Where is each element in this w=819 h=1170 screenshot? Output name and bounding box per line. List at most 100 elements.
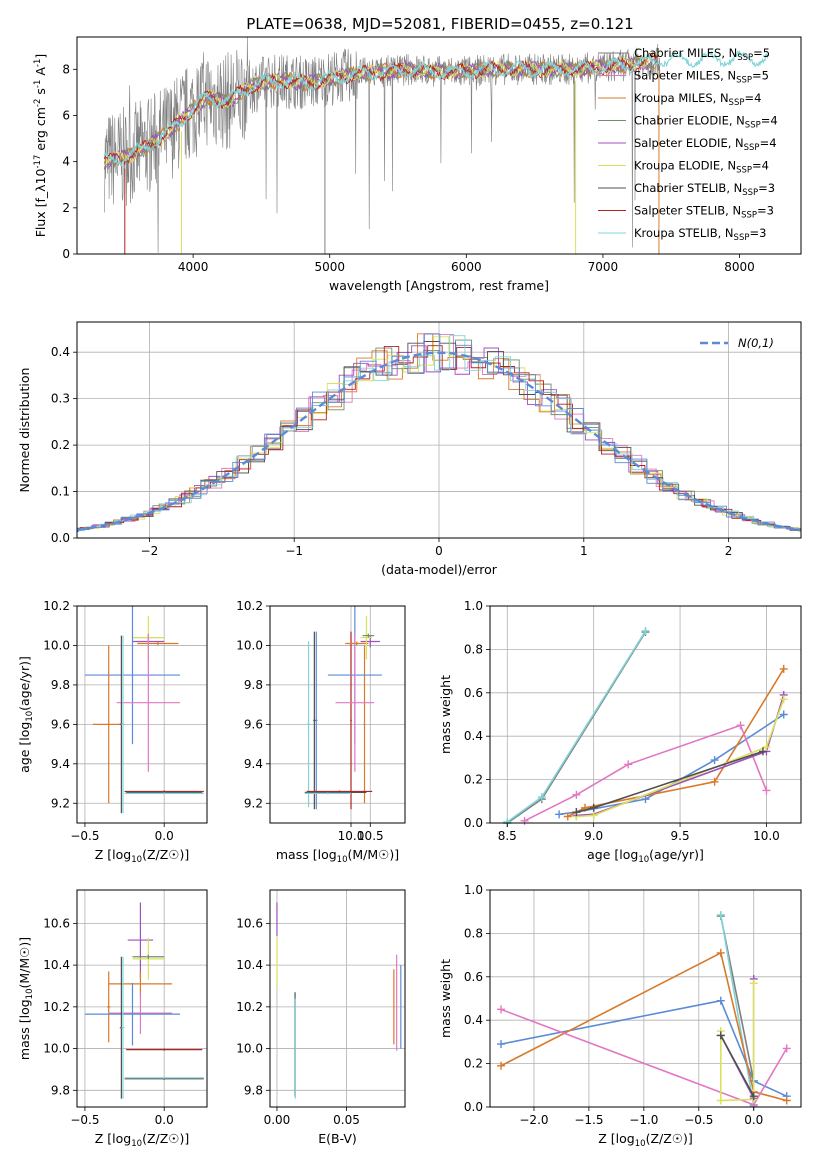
weight-point-marker — [779, 664, 788, 673]
spectrum-model-line — [103, 49, 769, 167]
y-tick-label: 1.0 — [464, 599, 483, 613]
x-tick-label: 0.00 — [264, 1113, 291, 1127]
y-tick-label: 9.2 — [244, 796, 263, 810]
x-tick-label: 0.0 — [744, 1113, 763, 1127]
y-tick-label: 0.0 — [51, 531, 70, 545]
weight-point-marker — [555, 810, 564, 819]
x-tick-label: −1.5 — [574, 1113, 603, 1127]
errorbar-point — [313, 631, 316, 810]
weight-point-marker — [710, 756, 719, 765]
x-axis-label: mass [log10​(M/M☉)] — [276, 847, 399, 865]
x-tick-label: −0.5 — [70, 829, 99, 843]
x-tick-label: −0.5 — [684, 1113, 713, 1127]
weight-point-marker — [716, 1096, 725, 1105]
weight-point-marker — [762, 743, 771, 752]
x-tick-label: 4000 — [178, 260, 209, 274]
weight-series-line — [720, 914, 755, 1107]
axes-frame — [76, 889, 208, 1108]
y-tick-label: 9.8 — [244, 1083, 263, 1097]
y-tick-label: 10.2 — [236, 1000, 263, 1014]
y-tick-label: 9.2 — [51, 796, 70, 810]
x-tick-label: −1 — [285, 544, 303, 558]
weight-point-marker — [716, 996, 725, 1005]
x-axis-label: wavelength [Angstrom, rest frame] — [329, 278, 549, 293]
y-tick-label: 10.6 — [43, 916, 70, 930]
x-tick-label: 5000 — [314, 260, 345, 274]
weight-point-marker — [716, 910, 725, 919]
weight-point-marker — [736, 721, 745, 730]
y-tick-label: 6 — [62, 108, 70, 122]
y-tick-label: 9.4 — [244, 757, 263, 771]
mass-weight-vs-age-panel: 8.5 9.0 9.5 10.0 0.0 0.2 0.4 0.6 0.8 1.0 age [log1… — [438, 599, 802, 865]
y-tick-label: 10.0 — [236, 638, 263, 652]
weight-series-line — [500, 999, 788, 1097]
weight-lines — [496, 910, 791, 1110]
y-axis-label: Flux [f_λ10-17​ erg cm-2​ s-1​ A-1​] — [33, 54, 48, 238]
histogram-step — [77, 345, 801, 532]
axes-frame — [269, 605, 406, 824]
histogram-step — [77, 345, 801, 531]
x-tick-label: 9.5 — [671, 829, 690, 843]
x-tick-label: −2 — [141, 544, 159, 558]
y-tick-label: 10.4 — [236, 958, 263, 972]
weight-point-marker — [496, 1005, 505, 1014]
errorbar-point — [137, 641, 179, 646]
y-tick-label: 0.0 — [464, 816, 483, 830]
x-tick-label: 9.0 — [584, 829, 603, 843]
mass-vs-metallicity-panel: −0.5 0.0 9.8 10.0 10.2 10.4 10.6 Z [log10​(Z/Z☉… — [17, 889, 208, 1149]
axes-frame — [489, 605, 802, 824]
weight-point-marker — [496, 1040, 505, 1049]
errorbar-point — [362, 633, 375, 638]
weight-point-marker — [782, 1044, 791, 1053]
mass-weight-vs-metallicity-panel: −2.0 −1.5 −1.0 −0.5 0.0 0.0 0.2 0.4 0.6 0.8 1.0 Z [… — [438, 883, 802, 1149]
errorbar-point — [306, 641, 311, 808]
y-tick-label: 4 — [62, 155, 70, 169]
weight-point-marker — [641, 626, 650, 635]
legend-label: Chabrier STELIB, NSSP​=3 — [634, 181, 775, 198]
axes-frame — [489, 889, 802, 1108]
weight-point-marker — [716, 1031, 725, 1040]
legend-label: Kroupa ELODIE, NSSP​=4 — [634, 159, 769, 176]
x-tick-label: 10.5 — [357, 829, 384, 843]
y-tick-label: 10.2 — [43, 599, 70, 613]
errorbar-point — [276, 935, 278, 986]
x-tick-label: 0.0 — [155, 829, 174, 843]
x-axis-label: (data-model)/error — [381, 562, 498, 577]
x-tick-label: 1 — [580, 544, 588, 558]
histogram-step — [77, 339, 801, 531]
legend-label: Chabrier ELODIE, NSSP​=4 — [634, 114, 778, 131]
y-axis-label: mass [log10​(M/M☉)] — [17, 937, 35, 1060]
errorbar-point — [92, 645, 125, 804]
errorbar-point — [396, 954, 398, 1051]
x-tick-label: −2.0 — [519, 1113, 548, 1127]
y-tick-label: 10.0 — [43, 638, 70, 652]
y-tick-label: 9.6 — [244, 717, 263, 731]
y-tick-label: 10.6 — [236, 916, 263, 930]
weight-point-marker — [779, 710, 788, 719]
weight-lines — [503, 626, 788, 827]
weight-series-line — [576, 750, 764, 813]
errorbar-group — [276, 902, 402, 1099]
x-tick-label: 0 — [435, 544, 443, 558]
y-tick-label: 10.0 — [236, 1042, 263, 1056]
y-tick-label: 0.2 — [464, 1057, 483, 1071]
x-axis-label: Z [log10​(Z/Z☉)] — [95, 1131, 190, 1149]
x-tick-label: 0.0 — [155, 1113, 174, 1127]
y-tick-label: 10.0 — [43, 1042, 70, 1056]
errorbar-point — [108, 992, 173, 1034]
spectrum-legend: Chabrier MILES, NSSP​=5 Salpeter MILES, N… — [598, 46, 778, 243]
histogram-group — [77, 333, 801, 532]
errorbar-point — [121, 956, 125, 1099]
y-tick-label: 0.4 — [51, 345, 70, 359]
errorbar-group — [304, 606, 382, 810]
weight-point-marker — [589, 803, 598, 812]
weight-point-marker — [758, 747, 767, 756]
y-tick-label: 0.8 — [464, 642, 483, 656]
legend-label: Salpeter MILES, NSSP​=5 — [634, 69, 769, 86]
mass-vs-ebv-panel: 0.00 0.05 9.8 10.0 10.2 10.4 10.6 E(B-V) — [236, 889, 406, 1146]
weight-series-line — [567, 668, 785, 818]
weight-series-line — [500, 951, 787, 1102]
errorbar-point — [126, 1048, 203, 1051]
legend-label: Salpeter ELODIE, NSSP​=4 — [634, 136, 777, 153]
weight-series-line — [524, 724, 768, 822]
